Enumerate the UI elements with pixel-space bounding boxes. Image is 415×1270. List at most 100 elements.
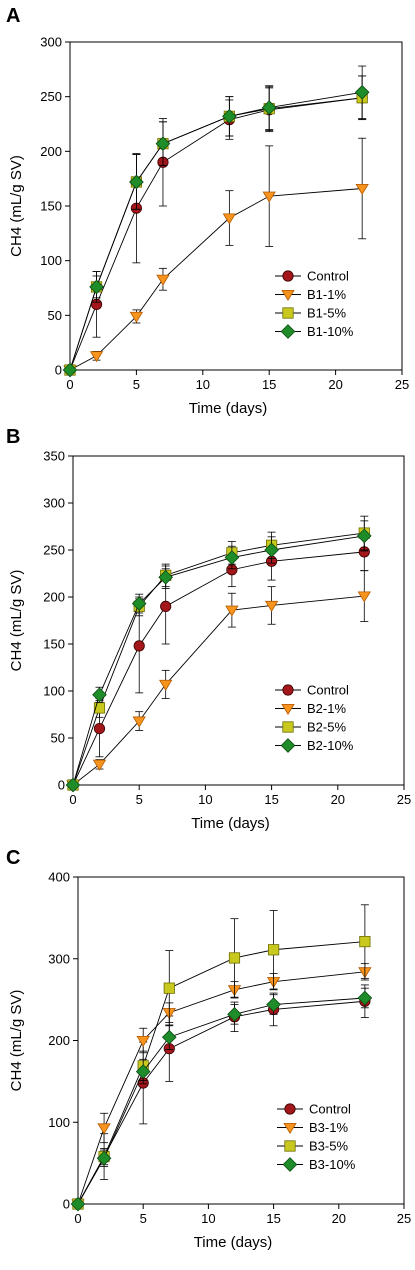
legend-a: Control B1-1% B1-5% B1-10%	[275, 269, 354, 339]
data-point	[264, 542, 279, 558]
panel-a: A	[6, 5, 20, 27]
data-point	[129, 311, 144, 323]
data-point	[135, 1064, 151, 1079]
data-point	[262, 191, 276, 203]
y-tick-label: 350	[43, 449, 65, 464]
data-point	[264, 600, 279, 612]
panel-b: B	[6, 426, 20, 448]
data-point	[93, 722, 106, 735]
data-point	[357, 990, 373, 1006]
chart-c: 0 5 10 15 20 25 0 100 200 300 400 Time (days) CH4 (m…	[8, 870, 411, 1252]
legend-label: B2-10%	[307, 738, 354, 753]
y-tick-label: 400	[48, 870, 70, 885]
x-tick-label: 0	[69, 792, 76, 807]
x-axis-title: Time (days)	[194, 1234, 273, 1251]
data-point	[158, 569, 174, 585]
series-B2-1%	[66, 570, 371, 792]
data-point	[132, 716, 146, 728]
data-point	[136, 1035, 150, 1047]
legend-marker	[281, 703, 295, 715]
data-point	[225, 605, 239, 617]
panel-a-letter: A	[6, 5, 20, 27]
data-point	[65, 777, 81, 793]
y-tick-label: 50	[51, 731, 65, 746]
x-tick-label: 10	[201, 1211, 215, 1226]
y-tick-label: 300	[40, 35, 62, 50]
y-tick-label: 300	[48, 951, 70, 966]
data-point	[96, 1150, 112, 1166]
data-point	[355, 183, 369, 195]
data-point	[222, 109, 237, 124]
series-B1-10%	[62, 65, 370, 378]
data-point	[89, 351, 104, 363]
y-tick-label: 250	[40, 89, 62, 104]
legend-label: B2-5%	[307, 720, 346, 735]
data-point	[158, 679, 173, 691]
x-tick-label: 5	[140, 1211, 147, 1226]
panel-c: C	[6, 847, 20, 869]
data-point	[354, 84, 370, 100]
series-B2-10%	[65, 520, 372, 793]
data-point	[227, 1007, 242, 1022]
y-tick-label: 0	[63, 1197, 70, 1212]
plot-frame-c	[77, 876, 405, 1205]
legend-marker	[282, 721, 294, 733]
data-point	[224, 550, 240, 565]
x-tick-label: 20	[332, 1211, 346, 1226]
data-point	[267, 944, 280, 956]
legend-marker	[282, 307, 294, 319]
panel-c-letter: C	[6, 847, 20, 869]
x-axis-title: Time (days)	[191, 815, 270, 832]
data-point	[261, 100, 277, 115]
legend-label: B2-1%	[307, 701, 346, 716]
x-tick-label: 10	[198, 792, 212, 807]
plot-frame-a	[69, 41, 403, 371]
data-point	[228, 952, 241, 964]
x-tick-label: 25	[397, 1211, 411, 1226]
y-tick-label: 250	[43, 543, 65, 558]
x-axis-title: Time (days)	[189, 400, 268, 417]
y-tick-label: 150	[43, 637, 65, 652]
legend-label: B3-5%	[309, 1139, 348, 1154]
panel-b-letter: B	[6, 426, 20, 448]
x-tick-label: 0	[66, 377, 73, 392]
data-point	[97, 1123, 111, 1135]
legend-marker	[282, 684, 294, 696]
legend-label: B3-10%	[309, 1157, 356, 1172]
legend-c: Control B3-1% B3-5% B3-10%	[277, 1102, 356, 1172]
x-tick-label: 20	[331, 792, 345, 807]
x-tick-label: 25	[395, 377, 409, 392]
y-tick-label: 0	[55, 363, 62, 378]
series-B3-10%	[70, 987, 373, 1212]
y-tick-label: 100	[40, 253, 62, 268]
data-point	[359, 935, 371, 948]
data-point	[89, 279, 104, 295]
legend-marker	[282, 1157, 298, 1172]
data-point	[160, 600, 172, 613]
y-tick-label: 200	[40, 144, 62, 159]
y-tick-label: 100	[48, 1115, 70, 1130]
y-tick-label: 200	[48, 1033, 70, 1048]
data-point	[222, 213, 237, 225]
data-point	[357, 591, 371, 603]
legend-label: B1-1%	[307, 287, 346, 302]
legend-marker	[283, 1122, 297, 1134]
x-tick-label: 15	[266, 1211, 280, 1226]
x-tick-label: 15	[262, 377, 276, 392]
x-tick-label: 5	[133, 377, 140, 392]
y-axis-title: CH4 (mL/g SV)	[8, 990, 25, 1092]
y-tick-label: 0	[58, 778, 65, 793]
legend-label: B1-5%	[307, 306, 346, 321]
y-tick-label: 200	[43, 590, 65, 605]
x-tick-label: 10	[196, 377, 210, 392]
legend-marker	[284, 1140, 296, 1152]
legend-marker	[280, 324, 296, 339]
x-tick-label: 5	[136, 792, 143, 807]
data-point	[356, 528, 372, 544]
y-tick-label: 50	[48, 308, 62, 323]
y-tick-label: 100	[43, 684, 65, 699]
data-point	[266, 997, 281, 1012]
data-point	[131, 596, 147, 611]
